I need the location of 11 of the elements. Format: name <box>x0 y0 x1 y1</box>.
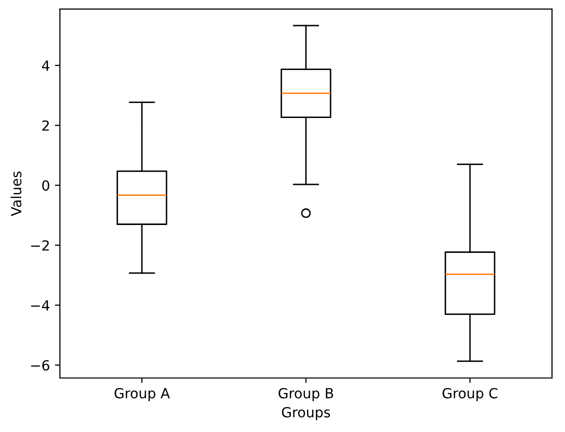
y-tick-label: −6 <box>31 360 50 371</box>
y-tick-label: 2 <box>42 120 49 131</box>
x-tick-label: Group C <box>442 388 498 402</box>
x-tick-label: Group A <box>114 388 170 402</box>
y-tick-label: −2 <box>31 240 49 251</box>
y-tick-label: 0 <box>42 180 50 191</box>
x-tick-label: Group B <box>278 388 334 402</box>
y-tick-label: 4 <box>42 60 50 71</box>
x-axis-title: Groups <box>282 406 330 420</box>
y-tick-label: −4 <box>31 300 50 310</box>
y-axis-title: Values <box>10 172 22 216</box>
